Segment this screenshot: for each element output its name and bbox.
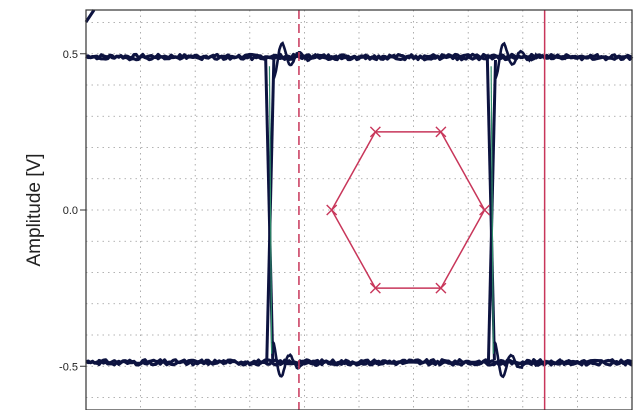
mask-vertex-marker [369, 282, 381, 294]
trace-ringing-high [272, 41, 352, 79]
mask-vertex-marker [369, 126, 381, 138]
plot-frame [85, 9, 633, 410]
y-tick-label: -0.5 [59, 361, 78, 373]
eye-mask-hexagon [330, 131, 486, 289]
markers [298, 10, 546, 410]
y-axis-label: Amplitude [V] [24, 154, 45, 267]
mask-vertex-marker [435, 282, 447, 294]
y-tick-label: 0.5 [63, 49, 78, 61]
trace-ringing-low [271, 341, 351, 378]
y-axis-ticks: 0.5 0.0 -0.5 [59, 49, 86, 373]
mask-vertex-marker [326, 204, 338, 216]
signal-traces [84, 9, 634, 379]
trace-edge-accent [268, 66, 273, 354]
mask-vertex-marker [479, 204, 491, 216]
grid [86, 10, 632, 410]
mask-vertex-marker [435, 126, 447, 138]
y-tick-label: 0.0 [63, 205, 78, 217]
trace-corner-artifact [84, 9, 96, 23]
trace-ringing-low [493, 341, 573, 379]
trace-ringing-high [494, 41, 573, 79]
trace-edge-accent [490, 66, 494, 354]
